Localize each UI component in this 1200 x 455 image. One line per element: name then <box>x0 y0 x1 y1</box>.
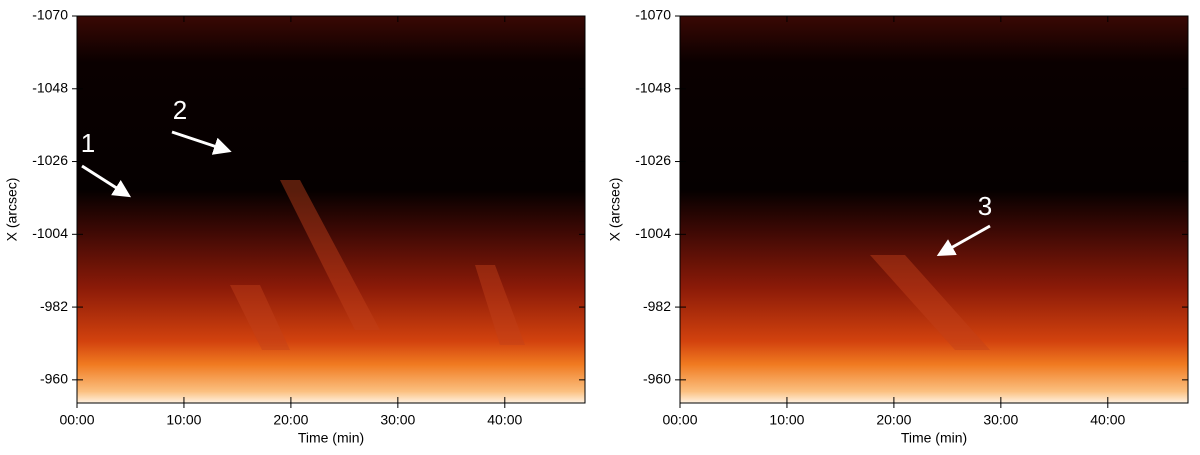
y-tick-label: -960 <box>643 371 671 387</box>
x-tick-label: 10:00 <box>166 412 201 428</box>
x-tick-label: 30:00 <box>380 412 415 428</box>
y-tick-label: -1048 <box>32 79 68 95</box>
x-tick-label: 40:00 <box>1090 412 1125 428</box>
y-tick-label: -960 <box>40 371 68 387</box>
annotation: 3 <box>978 191 992 221</box>
y-tick-label: -1070 <box>635 7 671 23</box>
y-tick-label: -982 <box>643 298 671 314</box>
y-axis-label: X (arcsec) <box>607 178 623 242</box>
feature <box>230 285 290 350</box>
x-tick-label: 10:00 <box>769 412 804 428</box>
y-tick-label: -1004 <box>32 225 68 241</box>
feature <box>280 180 380 330</box>
image <box>77 16 585 403</box>
y-axis-label: X (arcsec) <box>4 178 20 242</box>
x-tick-label: 00:00 <box>662 412 697 428</box>
feature <box>475 265 525 345</box>
image <box>680 16 1188 403</box>
y-tick-label: -1026 <box>32 152 68 168</box>
arrow <box>936 224 991 256</box>
x-tick-label: 40:00 <box>487 412 522 428</box>
arrow <box>171 130 232 155</box>
x-tick-label: 20:00 <box>273 412 308 428</box>
y-tick-label: -1004 <box>635 225 671 241</box>
y-tick-label: -982 <box>40 298 68 314</box>
x-tick-label: 20:00 <box>876 412 911 428</box>
plot-frame <box>76 15 586 404</box>
y-tick-label: -1070 <box>32 7 68 23</box>
y-tick-label: -1026 <box>635 152 671 168</box>
x-tick-label: 30:00 <box>983 412 1018 428</box>
x-axis-label: Time (min) <box>901 430 967 446</box>
feature <box>870 255 990 350</box>
x-axis-label: Time (min) <box>298 430 364 446</box>
plot-frame <box>679 15 1189 404</box>
annotation: 1 <box>81 128 95 158</box>
y-tick-label: -1048 <box>635 79 671 95</box>
arrow <box>81 164 132 198</box>
x-tick-label: 00:00 <box>59 412 94 428</box>
annotation: 2 <box>173 95 187 125</box>
